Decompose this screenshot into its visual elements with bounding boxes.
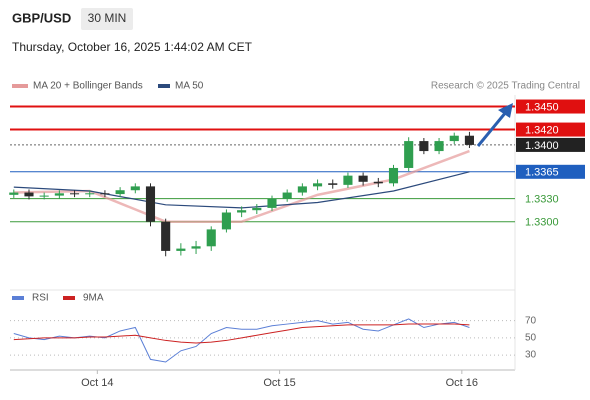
level-label-box	[516, 122, 585, 137]
x-tick-label: Oct 15	[263, 377, 295, 389]
level-label: 1.3420	[525, 124, 559, 136]
level-label: 1.3300	[525, 217, 559, 229]
datetime: Thursday, October 16, 2025 1:44:02 AM CE…	[12, 40, 253, 54]
candle-body	[419, 141, 429, 152]
level-label: 1.3330	[525, 194, 559, 206]
candle-body	[39, 195, 49, 197]
candle-body	[54, 193, 64, 196]
candle-body	[221, 212, 231, 230]
candle-body	[145, 186, 156, 222]
candle-body	[449, 135, 459, 142]
level-label: 1.3450	[525, 101, 559, 113]
candle-body	[313, 183, 323, 187]
candle-body	[328, 183, 338, 185]
forecast-arrow	[476, 111, 508, 147]
legend-swatch	[158, 84, 170, 88]
y-tick-label: 30	[525, 350, 537, 361]
candle-body	[69, 193, 80, 195]
candle-body	[434, 141, 444, 152]
timeframe-box	[81, 8, 133, 30]
source: Research © 2025 Trading Central	[431, 81, 580, 92]
timeframe: 30 MIN	[88, 11, 127, 25]
level-label-box	[516, 137, 585, 152]
x-tick-label: Oct 16	[446, 377, 478, 389]
y-tick-label: 70	[525, 315, 537, 326]
candle-body	[191, 246, 201, 249]
symbol: GBP/USD	[12, 10, 71, 25]
candle-body	[161, 221, 171, 251]
candle-body	[176, 248, 186, 251]
level-label: 1.3400	[525, 140, 559, 152]
level-label-box	[516, 164, 585, 179]
level-label: 1.3365	[525, 167, 559, 179]
legend-label: MA 50	[175, 81, 204, 92]
candle-body	[282, 192, 292, 199]
level-label-box	[516, 99, 585, 114]
x-tick-label: Oct 14	[81, 377, 113, 389]
candle-body	[115, 190, 125, 195]
candle-body	[237, 210, 247, 213]
candle-body	[252, 207, 262, 211]
forecast-arrowhead	[498, 103, 513, 118]
candle-body	[358, 175, 368, 182]
legend-swatch	[63, 296, 75, 300]
candle-body	[85, 193, 95, 195]
y-tick-label: 50	[525, 332, 537, 343]
candle-body	[100, 193, 110, 195]
candle-body	[464, 135, 474, 145]
candle-body	[388, 167, 399, 184]
indicator-line	[13, 323, 470, 344]
candle-body	[343, 175, 353, 185]
legend-swatch	[12, 84, 28, 88]
legend-label: MA 20 + Bollinger Bands	[33, 81, 143, 92]
candle-body	[267, 198, 277, 208]
legend-label: RSI	[32, 293, 49, 304]
candle-body	[24, 192, 34, 197]
candle-body	[9, 192, 19, 195]
candle-body	[206, 229, 216, 247]
legend-swatch	[12, 296, 24, 300]
candle-body	[404, 141, 414, 168]
candle-body	[130, 186, 140, 191]
candle-body	[297, 186, 307, 193]
legend-label: 9MA	[83, 293, 104, 304]
candle-body	[373, 181, 383, 184]
